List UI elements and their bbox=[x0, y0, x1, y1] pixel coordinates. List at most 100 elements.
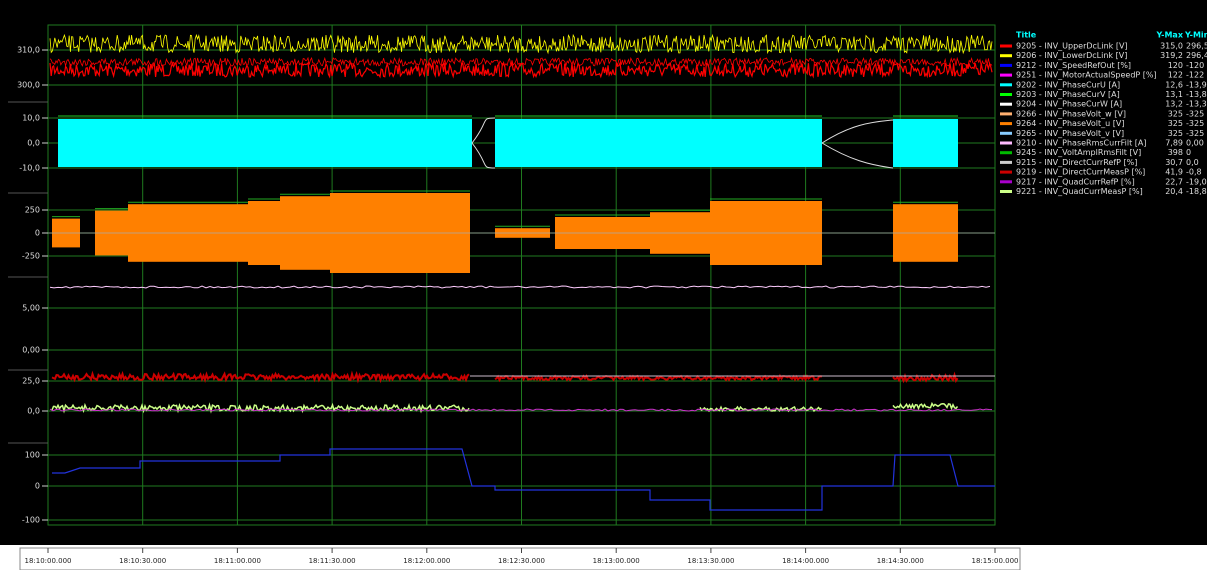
waveform bbox=[49, 56, 993, 68]
y-tick-label: -250 bbox=[22, 252, 40, 261]
legend-header: Y-Min bbox=[1184, 31, 1207, 40]
legend-ymax: 319,2 bbox=[1160, 51, 1183, 60]
waveform bbox=[49, 408, 993, 412]
legend-ymin: -325 bbox=[1186, 129, 1204, 138]
time-label: 18:13:30.000 bbox=[687, 557, 734, 565]
legend-ymax: 325 bbox=[1168, 129, 1183, 138]
legend-title: 9212 - INV_SpeedRefOut [%] bbox=[1016, 61, 1131, 70]
current-band bbox=[58, 119, 472, 167]
y-tick-label: 250 bbox=[25, 206, 40, 215]
legend-ymin: -120 bbox=[1186, 61, 1204, 70]
time-label: 18:15:00.000 bbox=[971, 557, 1018, 565]
legend-swatch bbox=[1000, 83, 1012, 87]
legend-swatch bbox=[1000, 141, 1012, 145]
time-label: 18:12:00.000 bbox=[403, 557, 450, 565]
current-band bbox=[495, 119, 822, 167]
legend-ymax: 7,89 bbox=[1165, 139, 1183, 148]
y-tick-label: 0,0 bbox=[27, 139, 40, 148]
y-tick-label: 0 bbox=[35, 229, 40, 238]
legend-ymax: 325 bbox=[1168, 119, 1183, 128]
legend-ymin: -13,3 bbox=[1186, 100, 1207, 109]
legend-ymax: 20,4 bbox=[1165, 187, 1183, 196]
time-label: 18:10:00.000 bbox=[24, 557, 71, 565]
legend-title: 9264 - INV_PhaseVolt_u [V] bbox=[1016, 119, 1124, 128]
time-bar bbox=[19, 547, 1021, 570]
y-tick-label: 0,00 bbox=[22, 346, 40, 355]
legend-ymin: -13,8 bbox=[1186, 90, 1207, 99]
y-tick-label: 310,0 bbox=[17, 46, 40, 55]
y-tick-label: 10,0 bbox=[22, 114, 40, 123]
waveform bbox=[471, 117, 894, 169]
time-label: 18:11:00.000 bbox=[214, 557, 261, 565]
legend-ymax: 13,2 bbox=[1165, 100, 1183, 109]
legend-ymin: -0,8 bbox=[1186, 168, 1202, 177]
legend-swatch bbox=[1000, 151, 1012, 155]
current-band bbox=[893, 119, 958, 167]
waveform bbox=[49, 33, 993, 55]
legend-ymin: 296,4 bbox=[1186, 51, 1207, 60]
legend-swatch bbox=[1000, 180, 1012, 184]
legend-title: 9204 - INV_PhaseCurW [A] bbox=[1016, 100, 1122, 109]
legend-title: 9215 - INV_DirectCurrRefP [%] bbox=[1016, 158, 1137, 167]
legend-swatch bbox=[1000, 112, 1012, 116]
legend-swatch bbox=[1000, 54, 1012, 58]
legend-swatch bbox=[1000, 160, 1012, 164]
y-tick-label: 100 bbox=[25, 451, 40, 460]
legend-ymin: -13,9 bbox=[1186, 80, 1207, 89]
y-tick-label: 0,0 bbox=[27, 407, 40, 416]
legend-ymin: 0 bbox=[1186, 148, 1191, 157]
legend-ymax: 325 bbox=[1168, 109, 1183, 118]
legend-header: Y-Max bbox=[1156, 31, 1184, 40]
y-tick-label: -100 bbox=[22, 516, 40, 525]
y-tick-label: 25,0 bbox=[22, 377, 40, 386]
waveform bbox=[892, 371, 959, 384]
legend-title: 9245 - INV_VoltAmplRmsFilt [V] bbox=[1016, 148, 1141, 157]
y-tick-label: -10,0 bbox=[19, 164, 40, 173]
legend-swatch bbox=[1000, 170, 1012, 174]
legend-ymax: 120 bbox=[1168, 61, 1183, 70]
legend-swatch bbox=[1000, 93, 1012, 96]
time-label: 18:14:00.000 bbox=[782, 557, 829, 565]
legend-title: 9205 - INV_UpperDcLink [V] bbox=[1016, 42, 1128, 51]
legend-ymin: -19,0 bbox=[1186, 177, 1207, 186]
waveform bbox=[51, 370, 470, 384]
legend-title: 9217 - INV_QuadCurrRefP [%] bbox=[1016, 177, 1135, 186]
legend-ymax: 12,6 bbox=[1165, 80, 1183, 89]
waveform bbox=[49, 285, 991, 289]
legend-swatch bbox=[1000, 44, 1012, 48]
legend-ymin: -122 bbox=[1186, 71, 1204, 80]
legend-swatch bbox=[1000, 73, 1012, 77]
legend-ymax: 398 bbox=[1168, 148, 1183, 157]
legend-swatch bbox=[1000, 63, 1012, 67]
legend-ymax: 41,9 bbox=[1165, 168, 1183, 177]
legend-ymax: 30,7 bbox=[1165, 158, 1183, 167]
legend-ymin: -325 bbox=[1186, 109, 1204, 118]
waveform bbox=[52, 448, 995, 511]
time-label: 18:10:30.000 bbox=[119, 557, 166, 565]
time-label: 18:14:30.000 bbox=[877, 557, 924, 565]
legend-ymin: 0,0 bbox=[1186, 158, 1199, 167]
legend-title: 9221 - INV_QuadCurrMeasP [%] bbox=[1016, 187, 1143, 196]
time-label: 18:12:30.000 bbox=[498, 557, 545, 565]
legend-swatch bbox=[1000, 131, 1012, 135]
legend-swatch bbox=[1000, 102, 1012, 106]
legend-ymax: 22,7 bbox=[1165, 177, 1183, 186]
legend-swatch bbox=[1000, 190, 1012, 193]
legend-ymax: 13,1 bbox=[1165, 90, 1183, 99]
legend-swatch bbox=[1000, 122, 1012, 126]
waveform bbox=[494, 373, 823, 383]
legend-title: 9202 - INV_PhaseCurU [A] bbox=[1016, 80, 1120, 89]
legend-title: 9206 - INV_LowerDcLink [V] bbox=[1016, 51, 1127, 60]
time-label: 18:11:30.000 bbox=[309, 557, 356, 565]
legend-title: 9266 - INV_PhaseVolt_w [V] bbox=[1016, 109, 1126, 118]
legend-ymax: 122 bbox=[1168, 71, 1183, 80]
waveform bbox=[892, 401, 959, 411]
legend-title: 9210 - INV_PhaseRmsCurrFilt [A] bbox=[1016, 139, 1147, 148]
y-tick-label: 300,0 bbox=[17, 81, 40, 90]
legend-header: Title bbox=[1016, 31, 1037, 40]
legend-title: 9203 - INV_PhaseCurV [A] bbox=[1016, 90, 1120, 99]
y-tick-label: 0 bbox=[35, 482, 40, 491]
legend-ymax: 315,0 bbox=[1160, 42, 1183, 51]
legend-ymin: 0,00 bbox=[1186, 139, 1204, 148]
